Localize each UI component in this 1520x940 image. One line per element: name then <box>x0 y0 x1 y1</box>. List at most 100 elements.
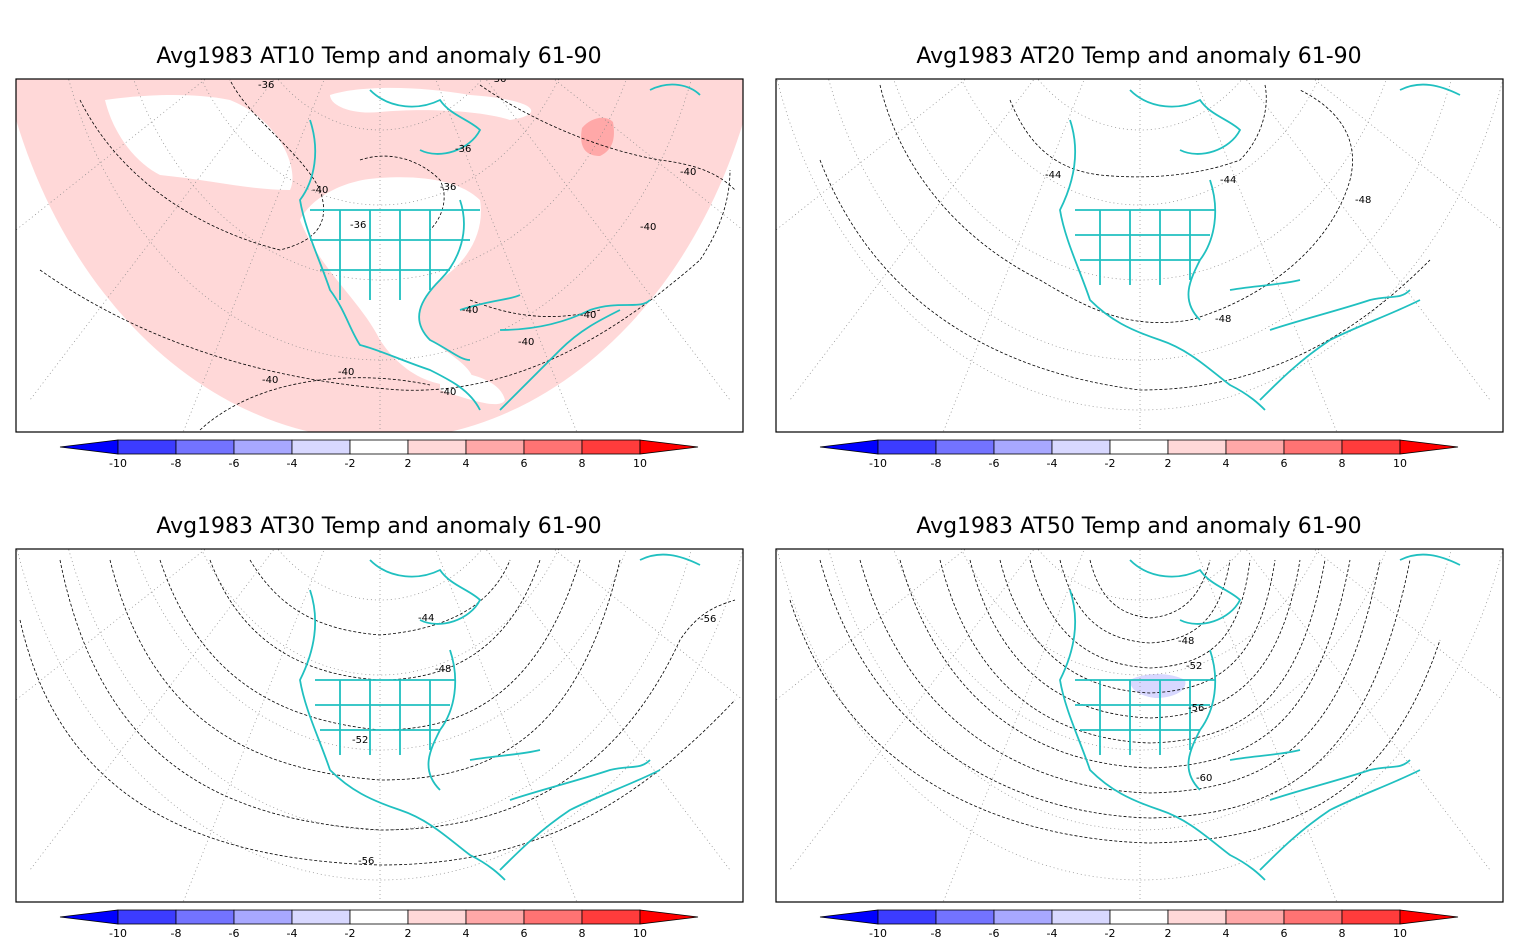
contour-label: -36 <box>490 74 506 85</box>
colorbar-tick-label: 6 <box>1281 457 1288 470</box>
colorbar-swatch <box>877 909 937 925</box>
contour-label: -48 <box>435 664 451 675</box>
colorbar-at10: -10 -8 -6 -4 -2 2 4 6 8 10 <box>59 439 699 470</box>
panel-title-at30: Avg1983 AT30 Temp and anomaly 61-90 <box>156 514 602 539</box>
colorbar-swatch <box>233 909 293 925</box>
colorbar-swatch <box>523 909 583 925</box>
map-frame-at50 <box>775 548 1504 903</box>
colorbar-extend-high <box>1399 909 1459 925</box>
colorbar-swatch <box>1051 909 1111 925</box>
map-panel-at10: -36 -36 -36 -36 -36 -40 -40 -40 -40 -40 … <box>16 74 743 432</box>
colorbar-swatch <box>1225 909 1285 925</box>
colorbar-extend-low <box>59 909 119 925</box>
colorbar-swatch <box>1051 439 1111 455</box>
contour-label: -40 <box>312 185 328 196</box>
colorbar-tick-label: 8 <box>1339 927 1346 940</box>
colorbar-tick-label: 4 <box>463 927 470 940</box>
colorbar-tick-label: 6 <box>521 927 528 940</box>
colorbar-swatch <box>581 909 641 925</box>
colorbar-tick-label: 4 <box>1223 457 1230 470</box>
panel-title-at10: Avg1983 AT10 Temp and anomaly 61-90 <box>156 44 602 69</box>
colorbar-tick-label: 10 <box>1393 457 1407 470</box>
contour-label: -36 <box>455 144 471 155</box>
colorbar-swatch <box>1167 909 1227 925</box>
colorbar-tick-label: -8 <box>931 457 942 470</box>
map-frame-at30 <box>15 548 744 903</box>
colorbar-swatch <box>1283 909 1343 925</box>
colorbar-tick-label: 8 <box>579 927 586 940</box>
colorbar-swatch <box>465 439 525 455</box>
colorbar-swatch <box>175 909 235 925</box>
colorbar-tick-label: 6 <box>1281 927 1288 940</box>
contour-label: -40 <box>440 387 456 398</box>
contour-label: -48 <box>1355 195 1371 206</box>
contour-label: -40 <box>462 305 478 316</box>
contour-label: -48 <box>1178 636 1194 647</box>
contour-label: -36 <box>350 220 366 231</box>
colorbar-tick-label: -6 <box>989 457 1000 470</box>
contour-label: -56 <box>1188 703 1204 714</box>
map-panel-at20: -44 -44 -48 -48 <box>776 79 1503 432</box>
contour-label: -60 <box>1196 773 1212 784</box>
colorbar-tick-label: 10 <box>633 927 647 940</box>
colorbar-swatch <box>1167 439 1227 455</box>
colorbar-tick-label: -10 <box>869 927 887 940</box>
colorbar-swatch <box>291 909 351 925</box>
contour-label: -48 <box>1215 314 1231 325</box>
colorbar-extend-low <box>59 439 119 455</box>
contour-label: -40 <box>640 222 656 233</box>
colorbar-extend-high <box>639 909 699 925</box>
colorbar-tick-label: -4 <box>1047 927 1058 940</box>
colorbar-tick-label: 2 <box>405 457 412 470</box>
colorbar-tick-label: -6 <box>229 457 240 470</box>
colorbar-tick-label: -6 <box>229 927 240 940</box>
colorbar-tick-label: 10 <box>1393 927 1407 940</box>
colorbar-tick-label: 2 <box>405 927 412 940</box>
anomaly-fill-negative <box>1130 674 1186 698</box>
colorbar-swatch <box>1109 439 1169 455</box>
colorbar-swatch <box>1341 439 1401 455</box>
graticule <box>776 79 1503 432</box>
colorbar-tick-label: -2 <box>1105 927 1116 940</box>
contour-label: -40 <box>262 375 278 386</box>
colorbar-tick-label: -2 <box>345 927 356 940</box>
contour-label: -44 <box>418 613 434 624</box>
contour-label: -52 <box>1186 661 1202 672</box>
colorbar-tick-label: 8 <box>1339 457 1346 470</box>
contour-label: -52 <box>352 735 368 746</box>
colorbar-swatch <box>1109 909 1169 925</box>
contour-label: -44 <box>1220 175 1236 186</box>
contours <box>19 559 736 866</box>
colorbar-tick-label: 2 <box>1165 457 1172 470</box>
colorbar-tick-label: -2 <box>1105 457 1116 470</box>
colorbar-tick-label: -10 <box>109 927 127 940</box>
map-panel-at30: -44 -48 -52 -56 -56 <box>16 549 743 902</box>
graticule <box>16 79 743 432</box>
contour-label: -40 <box>518 337 534 348</box>
colorbar-swatch <box>1225 439 1285 455</box>
coastline <box>1059 83 1461 411</box>
map-frame-at10 <box>15 78 744 433</box>
colorbar-at30: -10 -8 -6 -4 -2 2 4 6 8 10 <box>59 909 699 940</box>
colorbar-tick-label: -6 <box>989 927 1000 940</box>
colorbar-swatch <box>523 439 583 455</box>
contour-label: -40 <box>338 367 354 378</box>
colorbar-tick-label: -2 <box>345 457 356 470</box>
colorbar-tick-label: -4 <box>287 457 298 470</box>
contour-label: -36 <box>440 182 456 193</box>
colorbar-tick-label: -8 <box>171 457 182 470</box>
colorbar-swatch <box>581 439 641 455</box>
colorbar-swatch <box>465 909 525 925</box>
colorbar-tick-label: 10 <box>633 457 647 470</box>
contours <box>39 79 736 431</box>
colorbar-tick-label: 6 <box>521 457 528 470</box>
coastline <box>299 553 701 881</box>
contour-label: -56 <box>358 856 374 867</box>
coastline <box>1059 553 1461 881</box>
contours <box>789 559 1441 844</box>
colorbar-swatch <box>877 439 937 455</box>
colorbar-swatch <box>175 439 235 455</box>
contour-label: -40 <box>580 310 596 321</box>
colorbar-at20: -10 -8 -6 -4 -2 2 4 6 8 10 <box>819 439 1459 470</box>
